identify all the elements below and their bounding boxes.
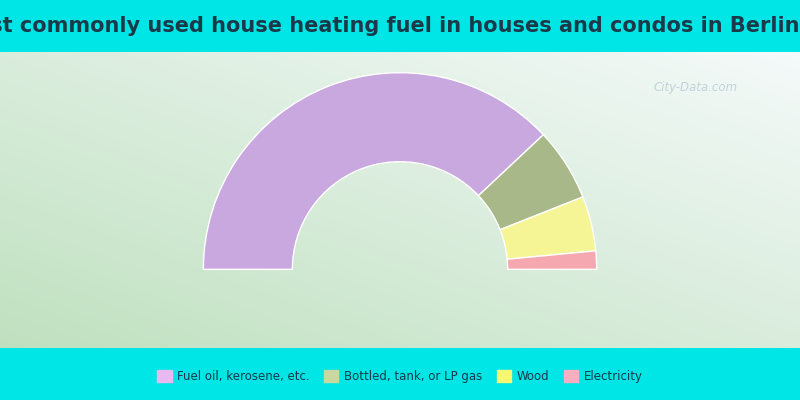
Wedge shape xyxy=(478,135,583,230)
Wedge shape xyxy=(507,251,597,269)
Legend: Fuel oil, kerosene, etc., Bottled, tank, or LP gas, Wood, Electricity: Fuel oil, kerosene, etc., Bottled, tank,… xyxy=(151,364,649,389)
Wedge shape xyxy=(500,197,596,259)
Text: Most commonly used house heating fuel in houses and condos in Berlin, VT: Most commonly used house heating fuel in… xyxy=(0,16,800,36)
Text: City-Data.com: City-Data.com xyxy=(654,81,738,94)
Wedge shape xyxy=(203,73,543,269)
